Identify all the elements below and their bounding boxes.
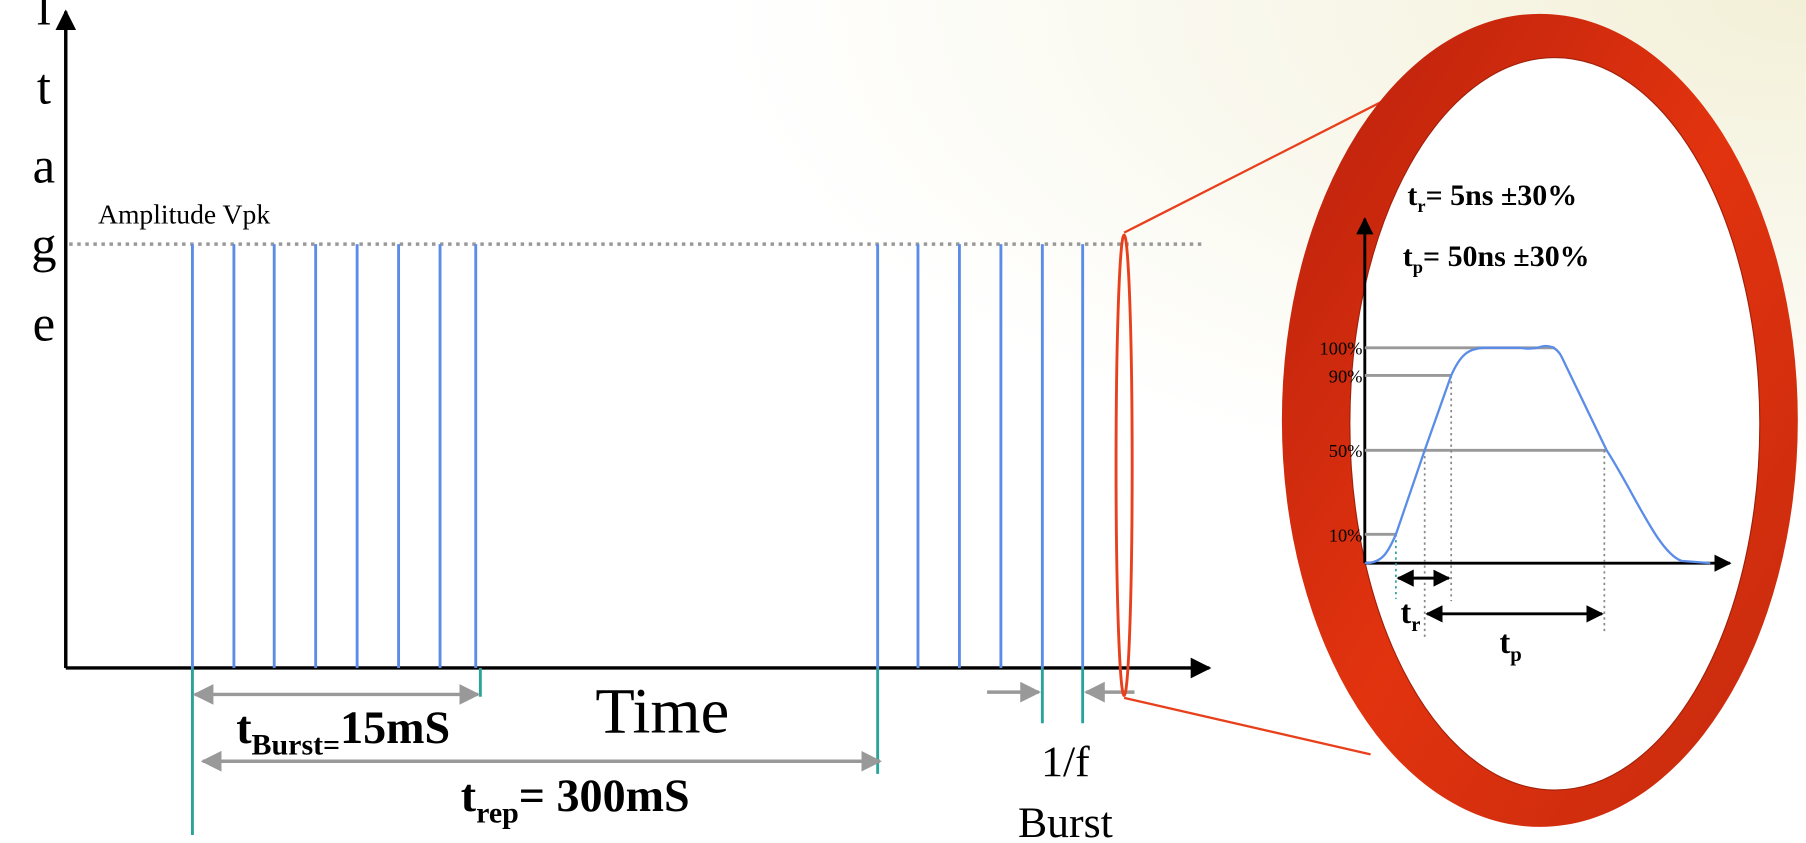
subscript: r <box>1411 614 1420 636</box>
page: Voltage Amplitude Vpk Time tBurst=15mS t… <box>0 0 1806 843</box>
symbol: t <box>1403 240 1413 273</box>
symbol: t <box>1407 179 1417 212</box>
y-axis-label: Voltage <box>16 0 72 375</box>
value: = 50ns ±30% <box>1423 240 1590 273</box>
pulse-width: tp= 50ns ±30% <box>1403 240 1590 277</box>
subscript: rep <box>476 796 519 829</box>
symbol: t <box>461 770 477 821</box>
subscript: p <box>1510 644 1522 666</box>
level-label: 10% <box>1329 525 1363 545</box>
subscript: p <box>1413 257 1423 277</box>
diagram: Voltage Amplitude Vpk Time tBurst=15mS t… <box>0 0 1806 843</box>
subscript: Burst= <box>252 728 341 761</box>
rise-time: tr= 5ns ±30% <box>1407 179 1577 216</box>
amplitude-label: Amplitude Vpk <box>98 198 270 229</box>
subscript: r <box>1417 196 1425 216</box>
symbol: t <box>236 702 252 753</box>
frequency-label: 1/f <box>1041 738 1090 786</box>
lens <box>1350 58 1760 790</box>
value: 15mS <box>340 702 450 753</box>
level-label: 90% <box>1329 366 1363 386</box>
symbol: t <box>1401 594 1412 630</box>
level-label: 50% <box>1329 441 1363 461</box>
symbol: t <box>1500 624 1511 660</box>
level-label: 100% <box>1320 339 1363 359</box>
value: = 300mS <box>519 770 690 821</box>
frequency-label: Burst <box>1018 799 1113 843</box>
value: = 5ns ±30% <box>1426 179 1578 212</box>
x-axis-label: Time <box>595 675 729 746</box>
